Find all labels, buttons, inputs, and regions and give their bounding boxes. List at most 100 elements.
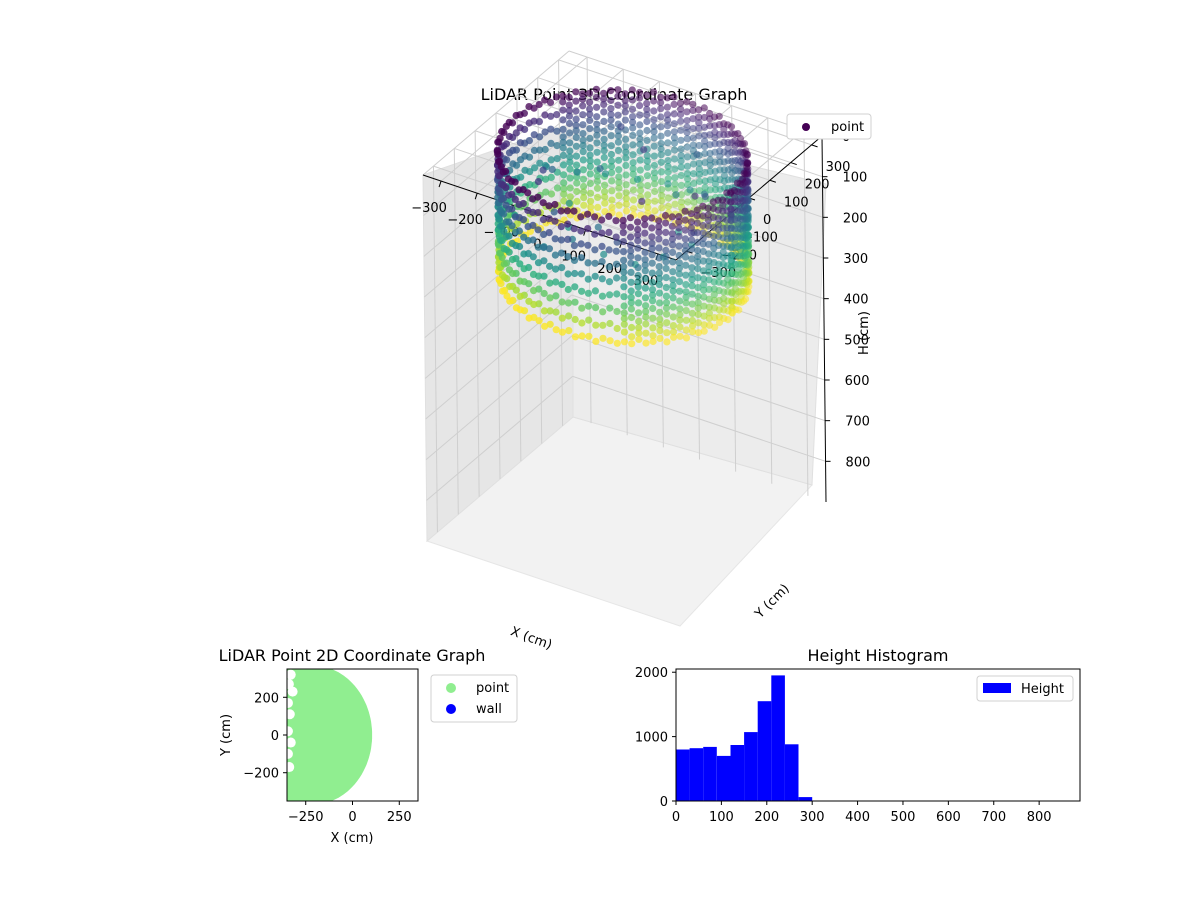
point-3d [506, 282, 514, 291]
point-3d [600, 89, 608, 97]
point-3d [594, 193, 602, 201]
point-3d [636, 166, 644, 174]
point-3d [622, 161, 630, 170]
point-3d [658, 204, 666, 212]
point-3d [515, 186, 523, 194]
point-3d [640, 146, 648, 154]
point-3d [644, 198, 652, 206]
grid-line-z-left [426, 375, 573, 501]
point-3d [585, 316, 593, 324]
point-3d [711, 180, 720, 188]
point-3d [570, 242, 579, 250]
point-3d [570, 225, 578, 233]
point-3d [670, 120, 678, 128]
point-3d [620, 309, 628, 317]
point-3d [557, 223, 565, 231]
point-3d [655, 274, 664, 282]
point-3d [710, 268, 718, 277]
point-3d [706, 131, 714, 139]
point-3d [677, 117, 685, 125]
point-3d [675, 232, 683, 240]
point-3d [629, 118, 637, 126]
point-3d [546, 307, 554, 315]
point-3d [564, 299, 573, 307]
grid-line-z-left [425, 294, 572, 420]
point-3d [617, 123, 625, 131]
point-3d [500, 227, 508, 235]
point-3d [634, 290, 643, 298]
point-3d [629, 165, 637, 173]
point-3d [671, 180, 679, 188]
point-3d [607, 132, 615, 140]
point-3d [530, 287, 538, 295]
point-3d [657, 132, 665, 140]
point-3d [669, 282, 677, 290]
point-3d [613, 290, 621, 298]
z-axis-line [821, 135, 827, 503]
point-3d [601, 199, 609, 207]
point-3d [677, 145, 685, 153]
point-3d [504, 175, 512, 183]
point-3d [551, 251, 560, 259]
point-3d [723, 229, 731, 237]
point-3d [621, 116, 630, 124]
point-3d [524, 206, 532, 214]
point-3d [681, 216, 689, 224]
point-3d [677, 152, 685, 160]
point-3d [626, 214, 635, 222]
point-3d [605, 263, 613, 271]
point-3d [635, 329, 643, 337]
point-3d [593, 177, 602, 186]
point-3d [579, 95, 587, 103]
point-3d [502, 122, 510, 130]
point-3d [494, 150, 502, 158]
point-3d [566, 184, 574, 192]
point-3d [662, 238, 670, 246]
point-3d [701, 131, 709, 139]
point-3d [634, 231, 642, 239]
point-3d [608, 187, 616, 195]
point-3d [508, 255, 516, 264]
point-3d [622, 207, 631, 215]
point-3d [699, 267, 708, 275]
point-3d [619, 229, 627, 237]
point-3d [682, 253, 690, 261]
point-3d [614, 146, 623, 154]
point-3d [648, 245, 656, 253]
point-3d [636, 156, 644, 164]
point-3d [636, 102, 644, 110]
point-3d [547, 190, 556, 198]
point-3d [704, 204, 712, 212]
point-3d [580, 201, 588, 209]
point-3d [690, 170, 698, 178]
point-3d [577, 270, 586, 278]
point-3d [584, 210, 592, 218]
point-3d [627, 299, 635, 307]
point-3d [564, 220, 572, 228]
point-3d [656, 299, 664, 307]
point-3d [500, 260, 508, 268]
point-3d [688, 245, 696, 253]
point-3d [598, 292, 607, 300]
point-3d [688, 290, 696, 298]
point-3d [683, 98, 691, 106]
y-axis-label-2d: Y (cm) [219, 714, 234, 757]
point-3d [579, 142, 587, 150]
grid-line-z-back [568, 50, 823, 137]
point-3d [529, 270, 538, 278]
point-3d [706, 149, 714, 157]
x-tick-label-hist: 0 [672, 810, 680, 825]
point-3d [620, 268, 628, 276]
point-3d [584, 225, 592, 233]
x-tick-label-hist: 700 [981, 810, 1006, 825]
point-3d [622, 200, 630, 208]
point-3d [705, 303, 713, 311]
point-3d [620, 302, 628, 310]
point-3d [694, 284, 702, 292]
point-3d [695, 119, 703, 127]
point-3d [664, 168, 672, 176]
point-3d [499, 287, 507, 295]
point-3d [629, 159, 637, 167]
point-3d [600, 95, 608, 103]
point-3d [657, 113, 665, 121]
